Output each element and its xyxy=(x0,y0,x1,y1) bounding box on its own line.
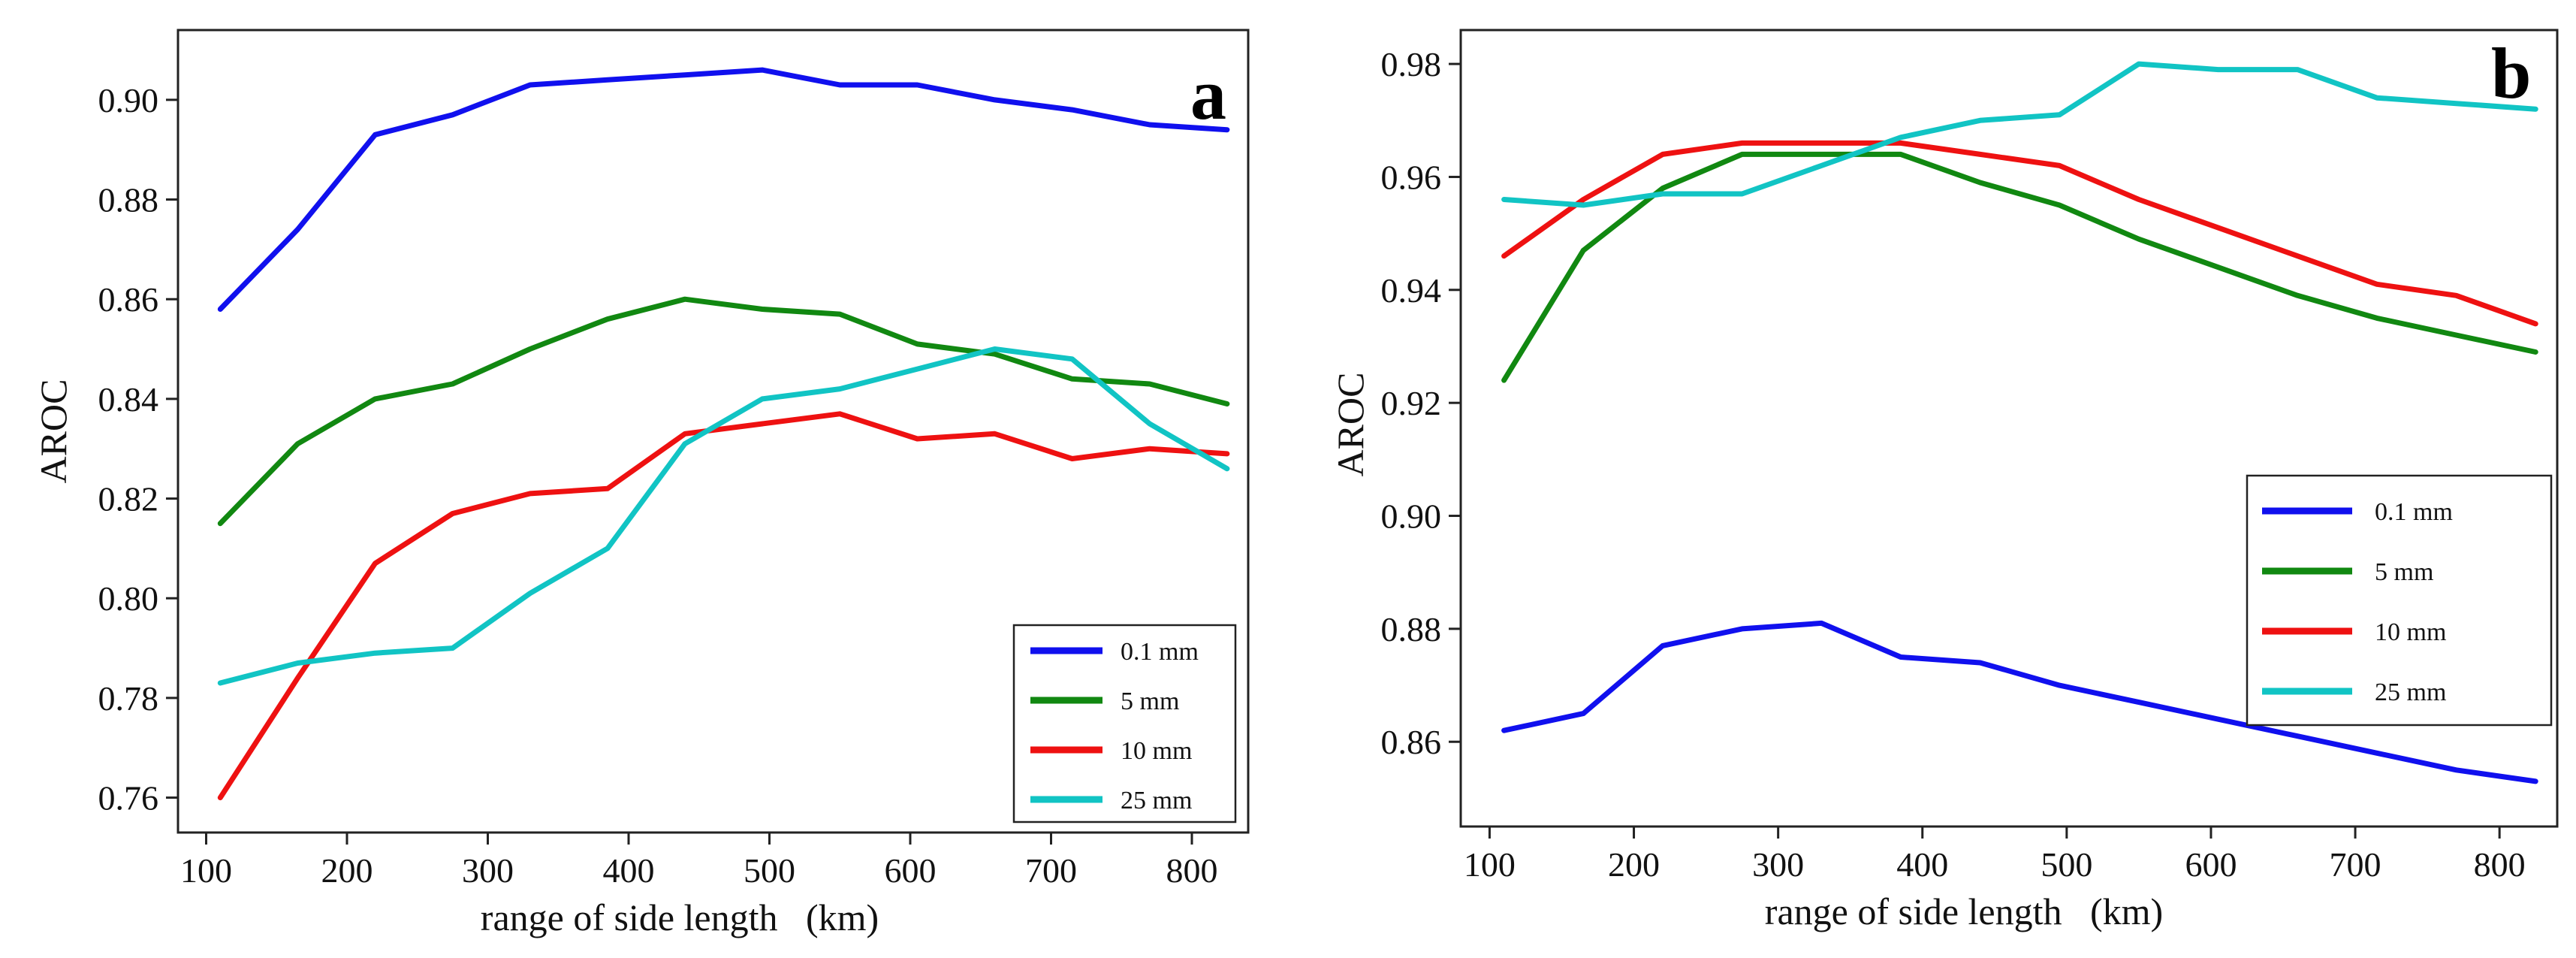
panel-letter-a: a xyxy=(1190,54,1226,134)
y-ticks-a: 0.76 0.78 0.80 0.82 0.84 0.86 0.88 0.90 xyxy=(98,81,178,817)
legend-label: 25 mm xyxy=(1121,787,1192,814)
series-line-10-mm xyxy=(217,411,1230,801)
plot-frame-a xyxy=(176,29,1250,834)
x-tick-label: 300 xyxy=(1752,845,1804,884)
legend-a: 0.1 mm 5 mm 10 mm 25 mm xyxy=(1012,624,1237,824)
legend-box-a xyxy=(1012,624,1237,824)
y-tick-label: 0.86 xyxy=(98,280,159,319)
y-axis-label-a: AROC xyxy=(32,379,74,484)
x-tick-label: 800 xyxy=(1166,851,1218,890)
legend-b: 0.1 mm 5 mm 10 mm 25 mm xyxy=(2246,474,2553,727)
x-tick-label: 400 xyxy=(603,851,655,890)
legend-label: 5 mm xyxy=(1121,688,1179,715)
legend-label: 25 mm xyxy=(2375,678,2446,706)
legend-label: 5 mm xyxy=(2375,558,2433,586)
series-line-10-mm xyxy=(1501,140,2538,327)
y-tick-label: 0.82 xyxy=(98,480,159,518)
legend-label: 10 mm xyxy=(1121,737,1192,765)
series-lines-a xyxy=(217,67,1230,801)
x-tick-label: 500 xyxy=(2041,845,2092,884)
plot-frame-b xyxy=(1459,29,2559,828)
series-line-25-mm xyxy=(1501,61,2538,208)
y-tick-label: 0.96 xyxy=(1381,158,1442,196)
legend-label: 0.1 mm xyxy=(1121,638,1199,666)
x-tick-label: 200 xyxy=(1608,845,1660,884)
y-axis-label-b: AROC xyxy=(1329,373,1371,477)
y-tick-label: 0.88 xyxy=(1381,610,1442,648)
x-tick-label: 700 xyxy=(2330,845,2381,884)
y-tick-label: 0.88 xyxy=(98,181,159,219)
y-tick-label: 0.76 xyxy=(98,779,159,817)
chart-panel-b: 0.86 0.88 0.90 0.92 0.94 0.96 0.98 100 200 300 40… xyxy=(1329,29,2559,932)
legend-box-b xyxy=(2246,474,2553,727)
x-tick-label: 100 xyxy=(1464,845,1516,884)
y-tick-label: 0.90 xyxy=(98,81,159,119)
series-line-25-mm xyxy=(217,346,1230,686)
series-line-5-mm xyxy=(217,296,1230,527)
series-lines-b xyxy=(1501,61,2538,784)
y-ticks-b: 0.86 0.88 0.90 0.92 0.94 0.96 0.98 xyxy=(1381,45,1461,761)
series-line-5-mm xyxy=(1501,151,2538,383)
y-tick-label: 0.84 xyxy=(98,380,159,419)
chart-panel-a: 0.76 0.78 0.80 0.82 0.84 0.86 0.88 0.90 100 200 3… xyxy=(32,29,1250,938)
x-tick-label: 600 xyxy=(2185,845,2237,884)
series-line-0-1-mm xyxy=(1501,620,2538,784)
x-ticks-b: 100 200 300 400 500 600 700 800 xyxy=(1464,827,2526,884)
x-tick-label: 500 xyxy=(744,851,795,890)
x-axis-label-a: range of side length (km) xyxy=(481,896,879,938)
y-tick-label: 0.94 xyxy=(1381,271,1442,310)
x-axis-label-b: range of side length (km) xyxy=(1765,890,2163,932)
x-tick-label: 200 xyxy=(321,851,373,890)
x-ticks-a: 100 200 300 400 500 600 700 800 xyxy=(180,833,1218,890)
x-tick-label: 700 xyxy=(1025,851,1077,890)
x-tick-label: 800 xyxy=(2474,845,2526,884)
legend-label: 10 mm xyxy=(2375,618,2446,646)
panel-letter-b: b xyxy=(2491,33,2531,113)
y-tick-label: 0.86 xyxy=(1381,723,1442,761)
y-tick-label: 0.78 xyxy=(98,679,159,718)
x-tick-label: 300 xyxy=(462,851,514,890)
x-tick-label: 600 xyxy=(885,851,937,890)
series-line-0-1-mm xyxy=(217,67,1230,312)
y-tick-label: 0.92 xyxy=(1381,384,1442,422)
x-tick-label: 100 xyxy=(180,851,232,890)
x-tick-label: 400 xyxy=(1896,845,1948,884)
y-tick-label: 0.90 xyxy=(1381,497,1442,536)
legend-label: 0.1 mm xyxy=(2375,498,2453,526)
y-tick-label: 0.80 xyxy=(98,579,159,618)
y-tick-label: 0.98 xyxy=(1381,45,1442,83)
